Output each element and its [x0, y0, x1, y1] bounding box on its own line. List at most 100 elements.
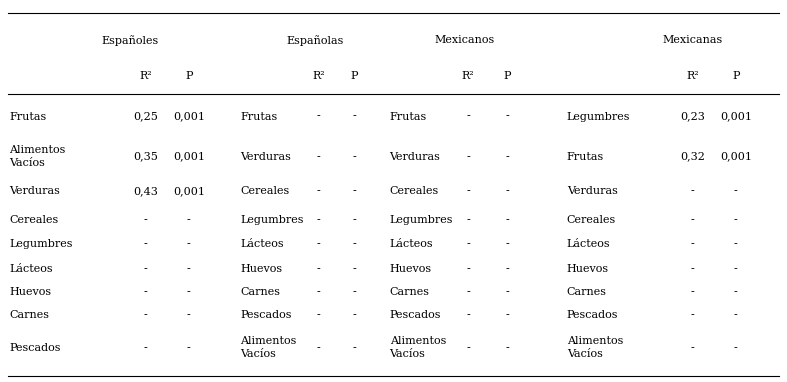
- Text: -: -: [467, 186, 470, 196]
- Text: -: -: [317, 112, 320, 121]
- Text: P: P: [350, 71, 358, 81]
- Text: 0,32: 0,32: [680, 152, 705, 162]
- Text: -: -: [353, 287, 356, 297]
- Text: -: -: [144, 215, 147, 225]
- Text: R²: R²: [312, 71, 325, 81]
- Text: -: -: [467, 343, 470, 353]
- Text: Lácteos: Lácteos: [9, 264, 53, 274]
- Text: -: -: [317, 264, 320, 274]
- Text: Huevos: Huevos: [567, 264, 609, 274]
- Text: -: -: [467, 112, 470, 121]
- Text: Pescados: Pescados: [390, 310, 441, 320]
- Text: -: -: [317, 152, 320, 162]
- Text: Pescados: Pescados: [240, 310, 291, 320]
- Text: -: -: [691, 215, 694, 225]
- Text: -: -: [353, 343, 356, 353]
- Text: -: -: [734, 310, 737, 320]
- Text: -: -: [144, 264, 147, 274]
- Text: -: -: [506, 287, 509, 297]
- Text: Huevos: Huevos: [9, 287, 52, 297]
- Text: Verduras: Verduras: [9, 186, 61, 196]
- Text: Pescados: Pescados: [567, 310, 618, 320]
- Text: -: -: [506, 112, 509, 121]
- Text: -: -: [506, 310, 509, 320]
- Text: R²: R²: [139, 71, 152, 81]
- Text: -: -: [353, 186, 356, 196]
- Text: Legumbres: Legumbres: [390, 215, 453, 225]
- Text: P: P: [732, 71, 740, 81]
- Text: Carnes: Carnes: [390, 287, 430, 297]
- Text: Lácteos: Lácteos: [567, 240, 610, 249]
- Text: Mexicanos: Mexicanos: [434, 35, 494, 45]
- Text: -: -: [467, 152, 470, 162]
- Text: Frutas: Frutas: [390, 112, 427, 121]
- Text: -: -: [353, 112, 356, 121]
- Text: -: -: [187, 240, 190, 249]
- Text: -: -: [691, 186, 694, 196]
- Text: -: -: [506, 343, 509, 353]
- Text: Legumbres: Legumbres: [240, 215, 304, 225]
- Text: Verduras: Verduras: [390, 152, 441, 162]
- Text: Huevos: Huevos: [390, 264, 432, 274]
- Text: -: -: [467, 240, 470, 249]
- Text: -: -: [187, 287, 190, 297]
- Text: -: -: [691, 264, 694, 274]
- Text: -: -: [691, 240, 694, 249]
- Text: Huevos: Huevos: [240, 264, 283, 274]
- Text: Frutas: Frutas: [240, 112, 277, 121]
- Text: -: -: [187, 343, 190, 353]
- Text: Españoles: Españoles: [102, 35, 158, 45]
- Text: -: -: [734, 240, 737, 249]
- Text: Cereales: Cereales: [567, 215, 616, 225]
- Text: 0,001: 0,001: [173, 112, 205, 121]
- Text: -: -: [467, 215, 470, 225]
- Text: -: -: [317, 343, 320, 353]
- Text: -: -: [353, 264, 356, 274]
- Text: -: -: [734, 343, 737, 353]
- Text: -: -: [187, 264, 190, 274]
- Text: Pescados: Pescados: [9, 343, 61, 353]
- Text: -: -: [353, 240, 356, 249]
- Text: Lácteos: Lácteos: [240, 240, 283, 249]
- Text: Verduras: Verduras: [567, 186, 618, 196]
- Text: -: -: [317, 240, 320, 249]
- Text: -: -: [353, 152, 356, 162]
- Text: -: -: [467, 287, 470, 297]
- Text: Alimentos
Vacíos: Alimentos Vacíos: [9, 146, 66, 168]
- Text: -: -: [691, 310, 694, 320]
- Text: -: -: [734, 186, 737, 196]
- Text: Alimentos
Vacíos: Alimentos Vacíos: [567, 337, 623, 359]
- Text: 0,001: 0,001: [720, 152, 752, 162]
- Text: Frutas: Frutas: [9, 112, 46, 121]
- Text: P: P: [185, 71, 193, 81]
- Text: R²: R²: [686, 71, 699, 81]
- Text: -: -: [317, 287, 320, 297]
- Text: -: -: [467, 264, 470, 274]
- Text: -: -: [506, 215, 509, 225]
- Text: -: -: [506, 152, 509, 162]
- Text: P: P: [504, 71, 512, 81]
- Text: -: -: [317, 310, 320, 320]
- Text: 0,001: 0,001: [720, 112, 752, 121]
- Text: Carnes: Carnes: [240, 287, 280, 297]
- Text: Alimentos
Vacíos: Alimentos Vacíos: [240, 337, 297, 359]
- Text: -: -: [691, 287, 694, 297]
- Text: 0,25: 0,25: [133, 112, 158, 121]
- Text: -: -: [144, 310, 147, 320]
- Text: Lácteos: Lácteos: [390, 240, 433, 249]
- Text: 0,001: 0,001: [173, 152, 205, 162]
- Text: -: -: [144, 343, 147, 353]
- Text: Frutas: Frutas: [567, 152, 604, 162]
- Text: R²: R²: [462, 71, 475, 81]
- Text: -: -: [734, 264, 737, 274]
- Text: -: -: [691, 343, 694, 353]
- Text: -: -: [734, 287, 737, 297]
- Text: -: -: [317, 186, 320, 196]
- Text: 0,35: 0,35: [133, 152, 158, 162]
- Text: -: -: [506, 186, 509, 196]
- Text: Carnes: Carnes: [567, 287, 607, 297]
- Text: 0,23: 0,23: [680, 112, 705, 121]
- Text: Cereales: Cereales: [390, 186, 439, 196]
- Text: -: -: [317, 215, 320, 225]
- Text: Legumbres: Legumbres: [567, 112, 630, 121]
